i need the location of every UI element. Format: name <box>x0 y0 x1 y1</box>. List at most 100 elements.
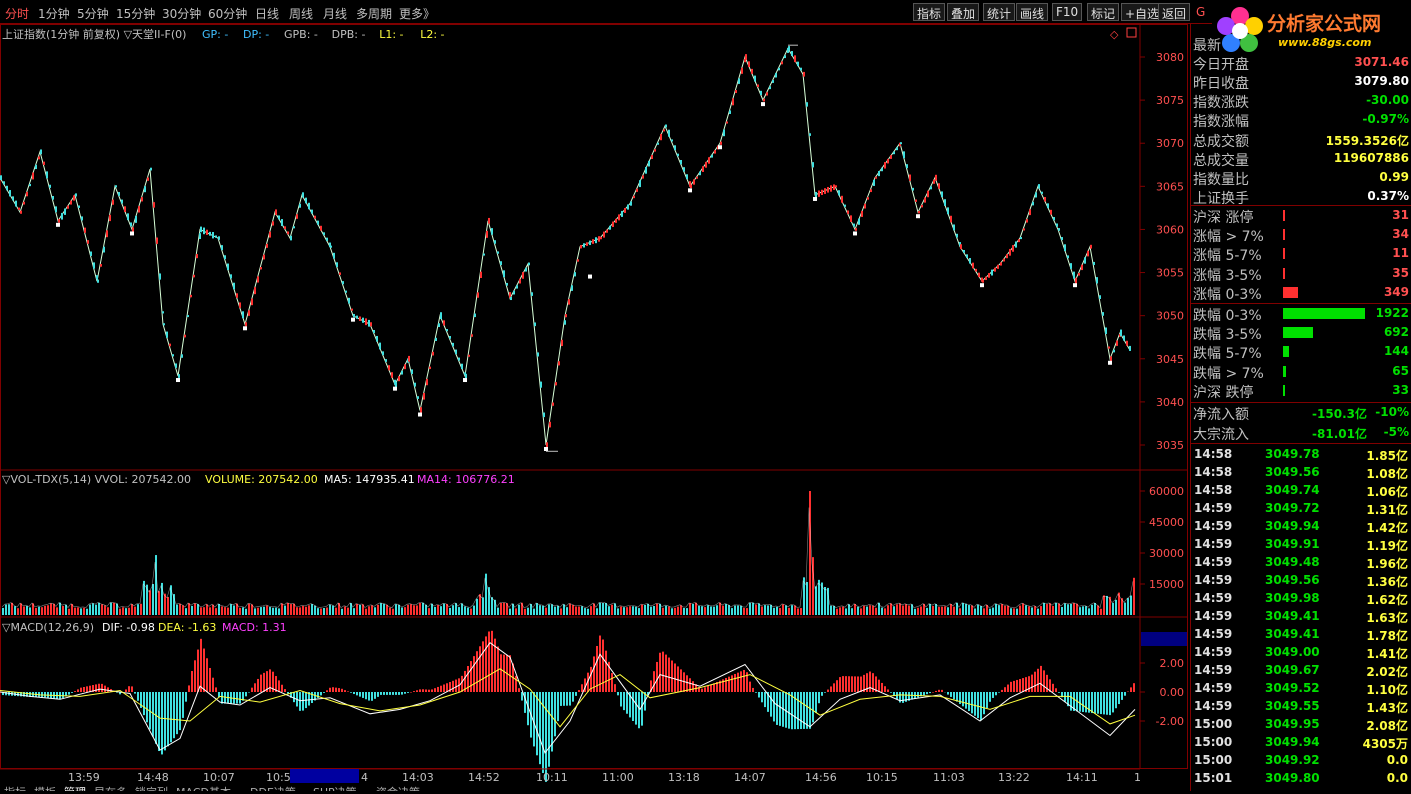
macd-histogram-bar <box>461 676 463 692</box>
toolbar-button-7[interactable]: 返回 <box>1158 3 1190 21</box>
price-candle <box>738 78 740 84</box>
price-candle <box>248 310 250 316</box>
corner-label[interactable]: G <box>1196 5 1205 19</box>
toolbar-button-4[interactable]: F10 <box>1052 3 1082 21</box>
volume-bar <box>884 608 886 615</box>
macd-histogram-bar <box>851 676 853 692</box>
price-candle <box>483 254 485 256</box>
bottom-tab-0[interactable]: 指标 <box>4 785 26 791</box>
price-candle <box>803 72 805 77</box>
volume-bar <box>815 586 817 615</box>
volume-bar <box>590 606 592 615</box>
main-chart-header[interactable]: 上证指数(1分钟 前复权) ▽天堂II-F(0) <box>2 27 186 41</box>
period-tab-1[interactable]: 1分钟 <box>38 5 70 22</box>
period-tab-3[interactable]: 15分钟 <box>116 5 155 22</box>
price-candle <box>401 371 403 375</box>
price-candle <box>339 272 341 275</box>
period-tab-5[interactable]: 60分钟 <box>208 5 247 22</box>
bottom-tab-8[interactable]: 资金决策 <box>376 785 420 791</box>
breadth-bar <box>1283 346 1289 357</box>
price-candle <box>600 237 602 239</box>
breadth-label: 涨幅 0-3% <box>1193 284 1262 304</box>
toolbar-button-2[interactable]: 统计 <box>983 3 1015 21</box>
bottom-tab-4[interactable]: 锁定列 <box>135 785 168 791</box>
period-tab-0[interactable]: 分时 <box>5 5 29 22</box>
volume-bar <box>932 606 934 615</box>
price-candle <box>1050 210 1052 215</box>
volume-bar <box>647 604 649 615</box>
indicator-param-3: DPB: - <box>332 28 366 41</box>
price-candle <box>818 190 820 196</box>
price-candle <box>278 215 280 219</box>
maximize-icon[interactable] <box>1127 28 1136 37</box>
macd-histogram-bar <box>833 683 835 692</box>
volume-bar <box>524 609 526 615</box>
volume-bar <box>527 608 529 615</box>
macd-histogram-bar <box>377 692 379 697</box>
tick-price: 3049.94 <box>1265 735 1320 749</box>
price-candle <box>100 264 102 267</box>
toolbar-button-0[interactable]: 指标 <box>913 3 945 21</box>
bottom-tab-1[interactable]: 模板 <box>34 785 56 791</box>
macd-histogram-bar <box>1079 692 1081 712</box>
toolbar-button-3[interactable]: 画线 <box>1016 3 1048 21</box>
period-tab-8[interactable]: 月线 <box>323 5 347 22</box>
macd-histogram-bar <box>236 692 238 704</box>
volume-bar <box>881 608 883 615</box>
bottom-tab-7[interactable]: SUP决策 <box>313 785 357 791</box>
volume-bar <box>689 603 691 615</box>
volume-bar <box>254 608 256 615</box>
price-candle <box>200 227 202 233</box>
macd-histogram-bar <box>791 692 793 729</box>
price-candle <box>147 177 149 180</box>
price-candle <box>32 173 34 180</box>
macd-histogram-bar <box>125 689 127 692</box>
volume-bar <box>101 604 103 615</box>
volume-bar <box>890 603 892 615</box>
diamond-icon[interactable]: ◇ <box>1110 28 1119 41</box>
toolbar-button-6[interactable]: +自选 <box>1121 3 1163 21</box>
price-candle <box>203 228 205 235</box>
price-candle <box>855 228 857 231</box>
macd-histogram-bar <box>623 692 625 710</box>
price-candle <box>1044 197 1046 201</box>
toolbar-button-1[interactable]: 叠加 <box>947 3 979 21</box>
chart-svg[interactable]: 3080307530703065306030553050304530403035… <box>0 24 1188 791</box>
volume-bar <box>167 597 169 615</box>
quote-value: 0.99 <box>1379 170 1409 184</box>
bottom-tab-2[interactable]: 管理 <box>64 785 86 791</box>
bottom-tab-3[interactable]: 早在多 <box>94 785 127 791</box>
price-candle <box>440 312 442 319</box>
price-candle <box>543 413 545 418</box>
toolbar-button-5[interactable]: 标记 <box>1087 3 1119 21</box>
volume-bar <box>398 605 400 615</box>
time-tick: 10:07 <box>203 771 235 784</box>
price-candle <box>414 383 416 387</box>
price-candle <box>218 236 220 240</box>
macd-histogram-bar <box>335 688 337 692</box>
macd-histogram-bar <box>941 690 943 692</box>
macd-scale-badge[interactable] <box>1141 632 1187 646</box>
bottom-tab-6[interactable]: DDE决策 <box>250 785 296 791</box>
volume-bar <box>719 603 721 615</box>
period-tab-4[interactable]: 30分钟 <box>162 5 201 22</box>
breadth-label: 跌幅 3-5% <box>1193 324 1262 344</box>
period-tab-2[interactable]: 5分钟 <box>77 5 109 22</box>
period-tab-10[interactable]: 更多》 <box>399 5 435 22</box>
price-candle <box>1078 273 1080 276</box>
tick-amount: 1.36亿 <box>1366 573 1408 590</box>
price-candle <box>449 336 451 339</box>
period-tab-6[interactable]: 日线 <box>255 5 279 22</box>
period-tab-9[interactable]: 多周期 <box>356 5 392 22</box>
price-candle <box>858 219 860 225</box>
volume-bar <box>104 605 106 615</box>
price-candle <box>760 91 762 95</box>
volume-bar <box>749 603 751 615</box>
bottom-tab-5[interactable]: MACD基本 <box>176 785 231 791</box>
volume-bar <box>758 603 760 615</box>
macd-histogram-bar <box>998 692 1000 693</box>
period-tab-7[interactable]: 周线 <box>289 5 313 22</box>
price-candle <box>199 233 201 239</box>
volume-bar <box>635 607 637 615</box>
